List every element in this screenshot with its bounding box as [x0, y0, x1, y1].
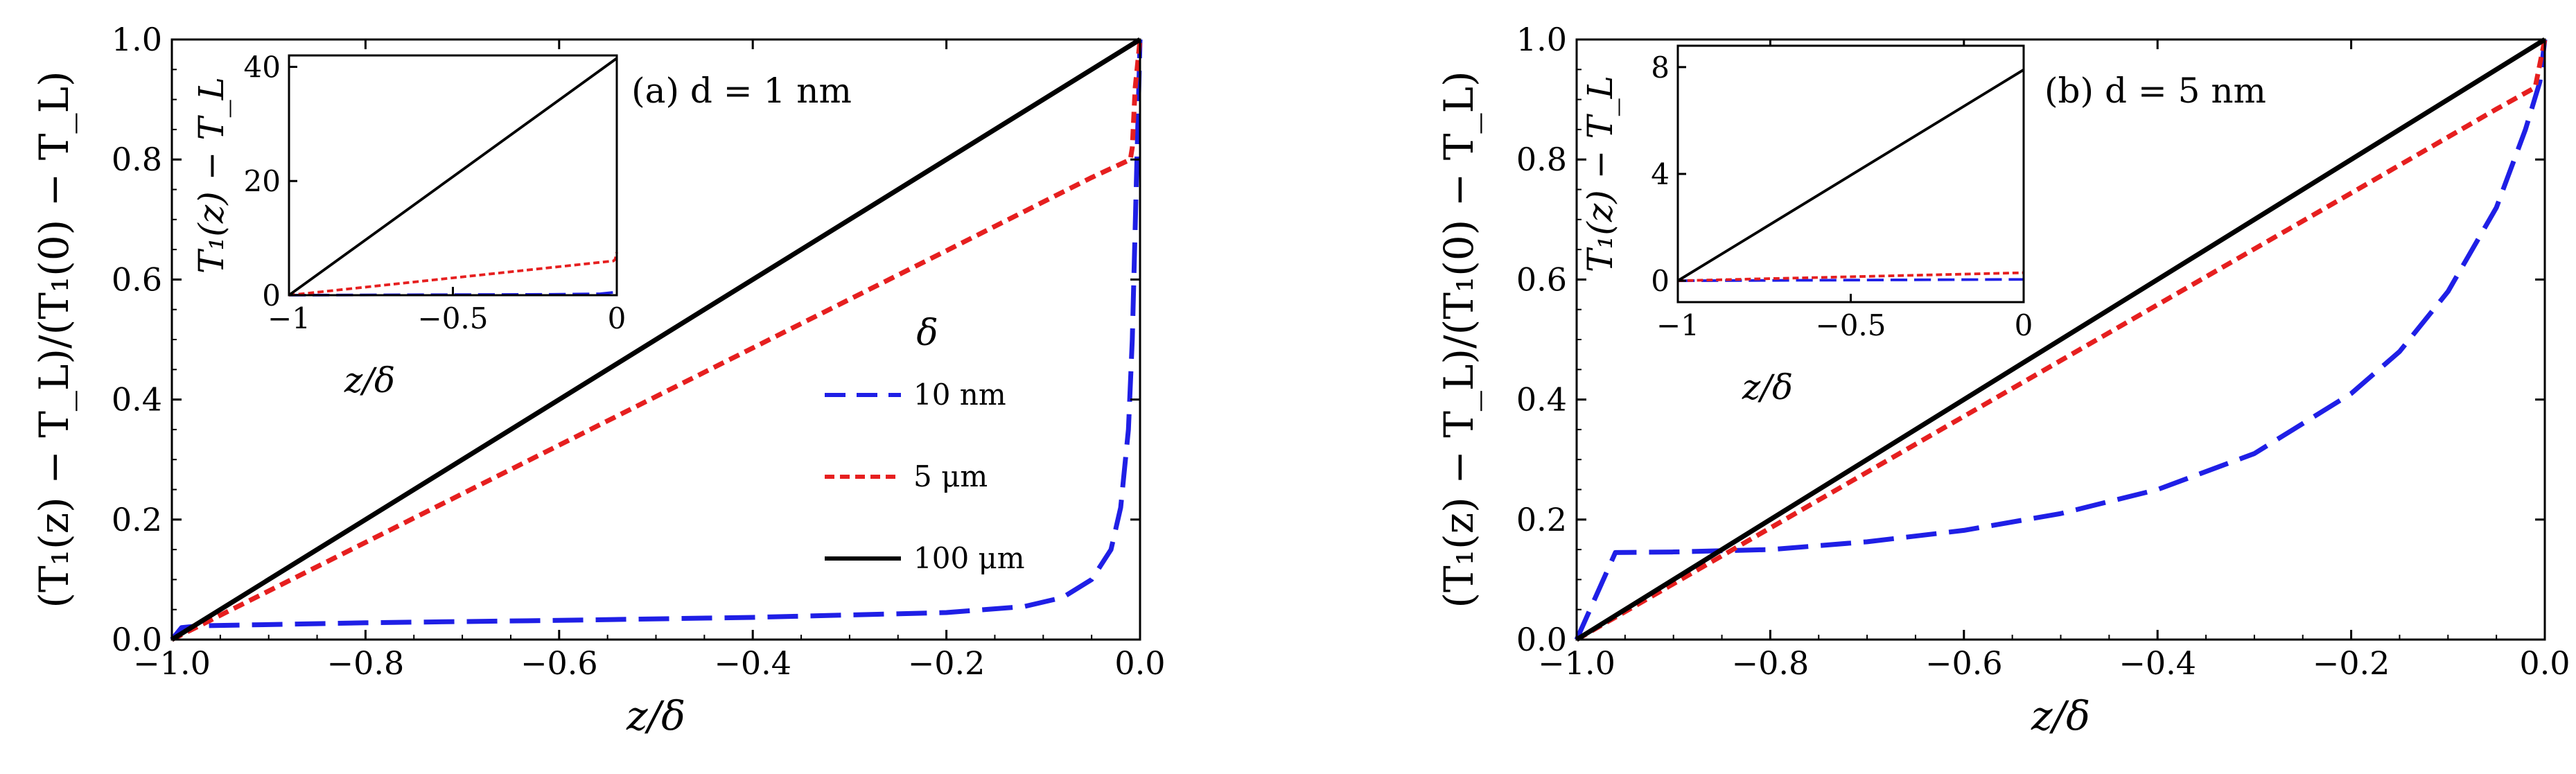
y-tick-label: 0.0 [112, 621, 162, 658]
inset-x-axis-title: z/δ [1742, 367, 1793, 407]
x-tick-label: −0.8 [327, 644, 405, 682]
series-line-5-μm [1575, 39, 2548, 642]
inset-y-tick-label: 4 [1651, 157, 1670, 191]
inset-y-axis-title: T₁(z) − T_L [191, 77, 231, 274]
inset-series-line-5-μm [288, 252, 618, 297]
legend: δ 10 nm 5 μm 100 μm [825, 313, 1025, 575]
x-tick-label: −0.6 [1925, 644, 2003, 682]
inset-series-line-100-μm [1676, 69, 2025, 282]
inset-y-tick-label: 0 [1651, 264, 1670, 298]
x-tick-label: 0.0 [1114, 644, 1165, 682]
x-tick-label: −0.6 [520, 644, 598, 682]
inset-plot: −1 −0.5 0 0 4 8 z/δ T₁(z) − T_L [1580, 44, 2033, 407]
inset-y-tick-label: 8 [1651, 51, 1670, 85]
inset-y-tick-label: 0 [262, 279, 281, 313]
series-line-10-nm [170, 39, 1143, 642]
inset-x-tick-label: −0.5 [418, 301, 489, 335]
y-axis-title: (T₁(z) − T_L)/(T₁(0) − T_L) [30, 71, 78, 608]
legend-label: 10 nm [913, 378, 1006, 412]
legend-label: 100 μm [913, 541, 1025, 575]
inset-x-tick-label: −1 [268, 301, 310, 335]
x-axis-title: z/δ [626, 692, 685, 739]
inset-series-line-100-μm [288, 57, 618, 297]
y-tick-label: 0.6 [1516, 261, 1567, 298]
inset-y-axis-title: T₁(z) − T_L [1580, 76, 1620, 272]
x-tick-label: 0.0 [2519, 644, 2570, 682]
x-axis-title: z/δ [2031, 692, 2090, 739]
panel-a: −1.0 −0.8 −0.6 −0.4 −0.2 0.0 0.0 0.2 0.4 0.6 0.8 1.… [30, 21, 1166, 739]
x-tick-label: −1.0 [133, 644, 211, 682]
panel-label: (a) d = 1 nm [631, 71, 852, 111]
y-tick-label: 0.6 [112, 261, 162, 298]
x-tick-label: −0.2 [2313, 644, 2390, 682]
y-tick-label: 0.4 [1516, 381, 1567, 419]
legend-label: 5 μm [913, 459, 988, 493]
y-tick-label: 0.8 [1516, 141, 1567, 178]
inset-series-line-5-μm [1677, 271, 2024, 283]
panel-b: −1.0 −0.8 −0.6 −0.4 −0.2 0.0 0.0 0.2 0.4 0.6 0.8 1.… [1435, 21, 2570, 739]
inset-y-tick-label: 20 [244, 164, 281, 198]
panel-label: (b) d = 5 nm [2044, 71, 2266, 111]
y-tick-label: 1.0 [1516, 21, 1567, 58]
inset-x-tick-label: 0 [2015, 308, 2033, 342]
series-line-100-μm [1575, 37, 2546, 642]
x-tick-label: −0.8 [1732, 644, 1810, 682]
y-tick-label: 0.2 [112, 501, 162, 538]
x-tick-label: −0.4 [714, 644, 791, 682]
y-tick-label: 0.4 [112, 381, 162, 419]
x-tick-label: −0.2 [908, 644, 985, 682]
series-line-100-μm [170, 37, 1141, 642]
y-tick-label: 0.0 [1516, 621, 1567, 658]
x-tick-label: −1.0 [1538, 644, 1615, 682]
inset-x-tick-label: −0.5 [1816, 308, 1886, 342]
series-line-5-μm [170, 39, 1143, 642]
y-tick-label: 1.0 [112, 21, 162, 58]
x-tick-label: −0.4 [2119, 644, 2196, 682]
inset-plot: −1 −0.5 0 0 20 40 z/δ T₁(z) − T_L [191, 50, 626, 401]
inset-y-tick-label: 40 [244, 50, 281, 84]
y-axis-title: (T₁(z) − T_L)/(T₁(0) − T_L) [1435, 71, 1482, 608]
y-tick-label: 0.2 [1516, 501, 1567, 538]
y-tick-label: 0.8 [112, 141, 162, 178]
inset-x-axis-title: z/δ [344, 360, 395, 401]
inset-x-tick-label: 0 [608, 301, 627, 335]
legend-title: δ [916, 313, 938, 354]
inset-x-tick-label: −1 [1656, 308, 1699, 342]
